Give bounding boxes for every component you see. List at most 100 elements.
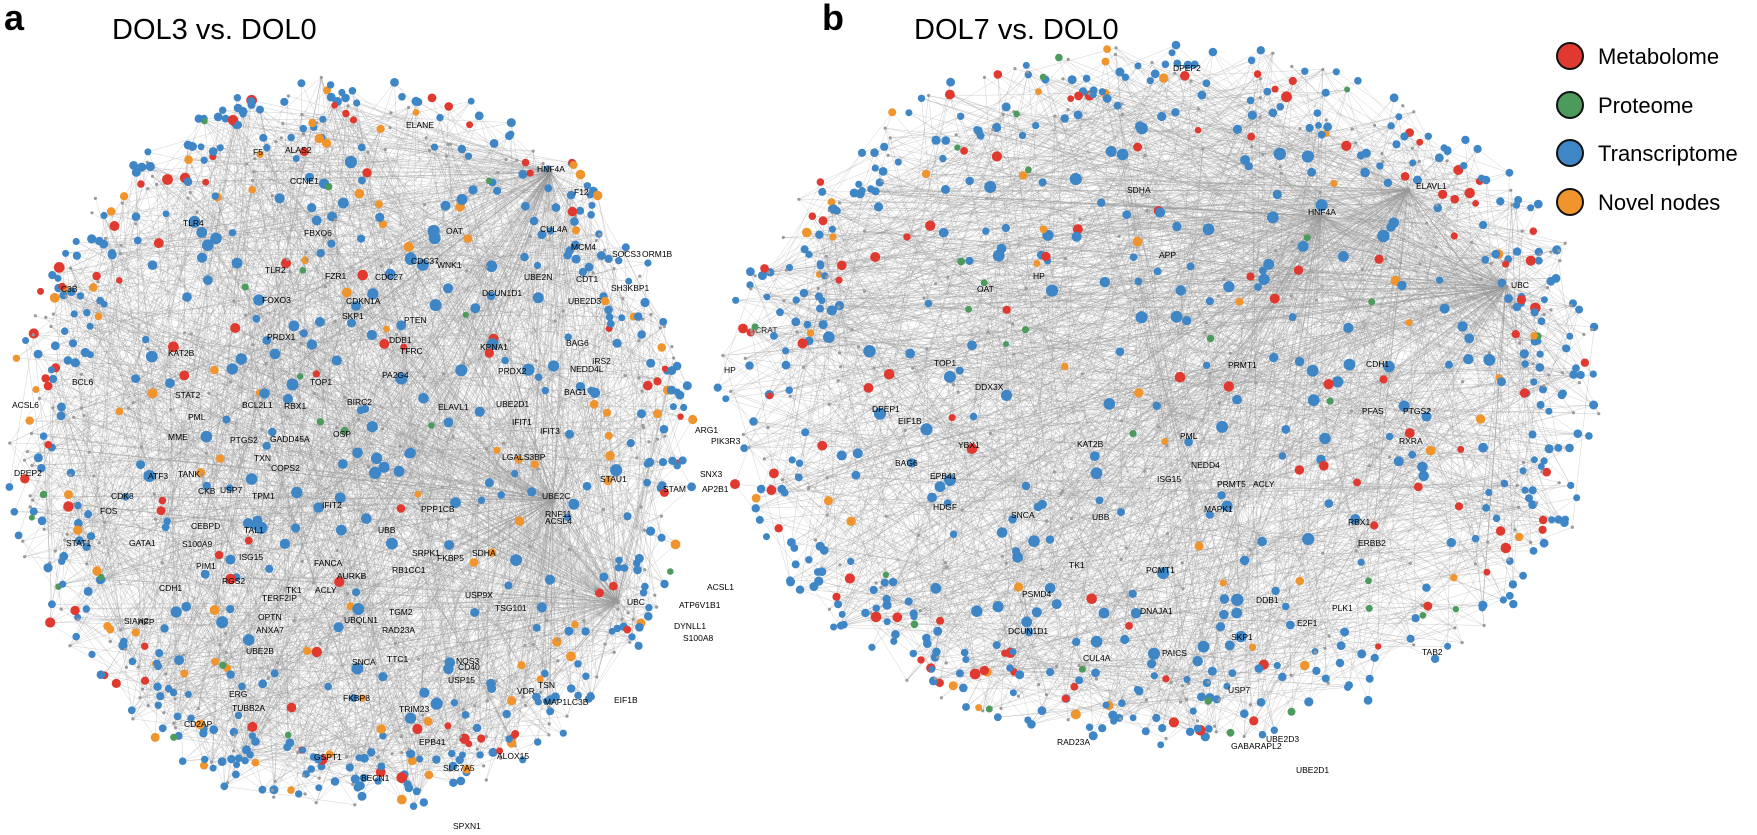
- network-node: [571, 620, 579, 629]
- network-edge: [549, 171, 588, 187]
- node-label: DCUN1D1: [482, 288, 522, 298]
- network-node: [352, 588, 360, 597]
- node-label: C3B: [61, 284, 78, 294]
- network-node: [315, 121, 319, 125]
- network-node: [64, 490, 73, 500]
- network-edge: [152, 217, 380, 394]
- network-node: [390, 78, 399, 87]
- network-edge: [69, 158, 297, 646]
- network-edge: [492, 601, 618, 753]
- network-edge: [508, 135, 554, 501]
- network-edge: [416, 106, 449, 792]
- network-edge: [187, 197, 198, 213]
- network-node: [147, 388, 158, 399]
- network-node: [183, 177, 193, 186]
- network-edge: [178, 735, 288, 748]
- network-edge: [408, 246, 611, 456]
- network-node: [243, 634, 255, 646]
- network-edge: [182, 375, 626, 762]
- network-edge: [152, 264, 618, 344]
- network-edge: [101, 576, 624, 627]
- network-node: [311, 646, 322, 658]
- network-node: [299, 746, 307, 754]
- network-node: [612, 650, 616, 655]
- network-node: [275, 661, 279, 665]
- network-node: [51, 406, 55, 410]
- node-label: FANCA: [314, 558, 343, 568]
- network-edge: [319, 321, 609, 482]
- network-node: [383, 148, 387, 152]
- network-node: [250, 178, 255, 183]
- network-node: [501, 356, 509, 365]
- network-node: [124, 665, 128, 670]
- node-label: STAU1: [600, 474, 627, 484]
- network-node: [475, 747, 479, 751]
- network-node: [302, 646, 312, 656]
- network-node: [587, 211, 595, 219]
- network-edge: [316, 365, 678, 653]
- network-edge: [203, 118, 360, 194]
- network-edge: [274, 375, 626, 782]
- network-edge: [352, 90, 482, 739]
- network-node: [219, 661, 227, 669]
- network-node: [424, 136, 428, 140]
- network-edge: [204, 160, 359, 420]
- network-edge: [232, 120, 253, 736]
- network-edge: [38, 353, 450, 546]
- network-node: [188, 190, 192, 195]
- network-node: [635, 456, 639, 460]
- network-edge: [30, 332, 301, 497]
- network-node: [634, 641, 643, 650]
- network-edge: [263, 137, 551, 173]
- network-node: [233, 94, 242, 102]
- network-node: [412, 723, 423, 735]
- network-node: [351, 301, 361, 311]
- network-edge: [341, 92, 551, 173]
- network-edge: [58, 576, 363, 587]
- network-edge: [630, 443, 657, 608]
- network-node: [534, 698, 543, 706]
- node-label: BCL2L1: [242, 400, 273, 410]
- network-node: [21, 539, 25, 543]
- network-node: [678, 456, 687, 465]
- network-node: [346, 104, 350, 108]
- network-node: [344, 155, 357, 169]
- network-node: [474, 111, 484, 121]
- network-node: [232, 299, 236, 303]
- network-edge: [427, 721, 430, 775]
- network-node: [210, 365, 219, 375]
- network-node: [322, 138, 332, 148]
- network-edge: [214, 609, 247, 750]
- network-edge: [70, 267, 678, 367]
- network-node: [620, 564, 629, 572]
- network-node: [225, 554, 236, 565]
- network-node: [637, 330, 646, 339]
- network-node: [182, 292, 192, 302]
- network-node: [211, 192, 219, 200]
- network-node: [244, 536, 253, 545]
- network-node: [484, 735, 488, 739]
- network-node: [297, 373, 304, 380]
- node-label: FZR1: [325, 271, 347, 281]
- network-node: [677, 413, 684, 420]
- panel-a-nodes: [5, 75, 698, 810]
- network-edge: [261, 343, 385, 529]
- panel-a-letter: a: [4, 0, 25, 38]
- network-node: [626, 439, 635, 448]
- node-label: AURKB: [337, 571, 367, 581]
- network-node: [616, 607, 620, 612]
- network-edge: [629, 370, 672, 643]
- network-edge: [486, 455, 611, 781]
- network-node: [601, 507, 605, 512]
- network-node: [173, 712, 182, 721]
- network-node: [474, 406, 485, 417]
- network-edge: [362, 334, 642, 577]
- network-edge: [347, 105, 591, 196]
- network-node: [430, 143, 439, 151]
- network-edge: [514, 499, 554, 746]
- node-label: HNF4A: [537, 164, 565, 174]
- network-node: [506, 118, 516, 128]
- network-node: [37, 516, 47, 526]
- network-node: [539, 690, 543, 695]
- network-edge: [431, 425, 526, 706]
